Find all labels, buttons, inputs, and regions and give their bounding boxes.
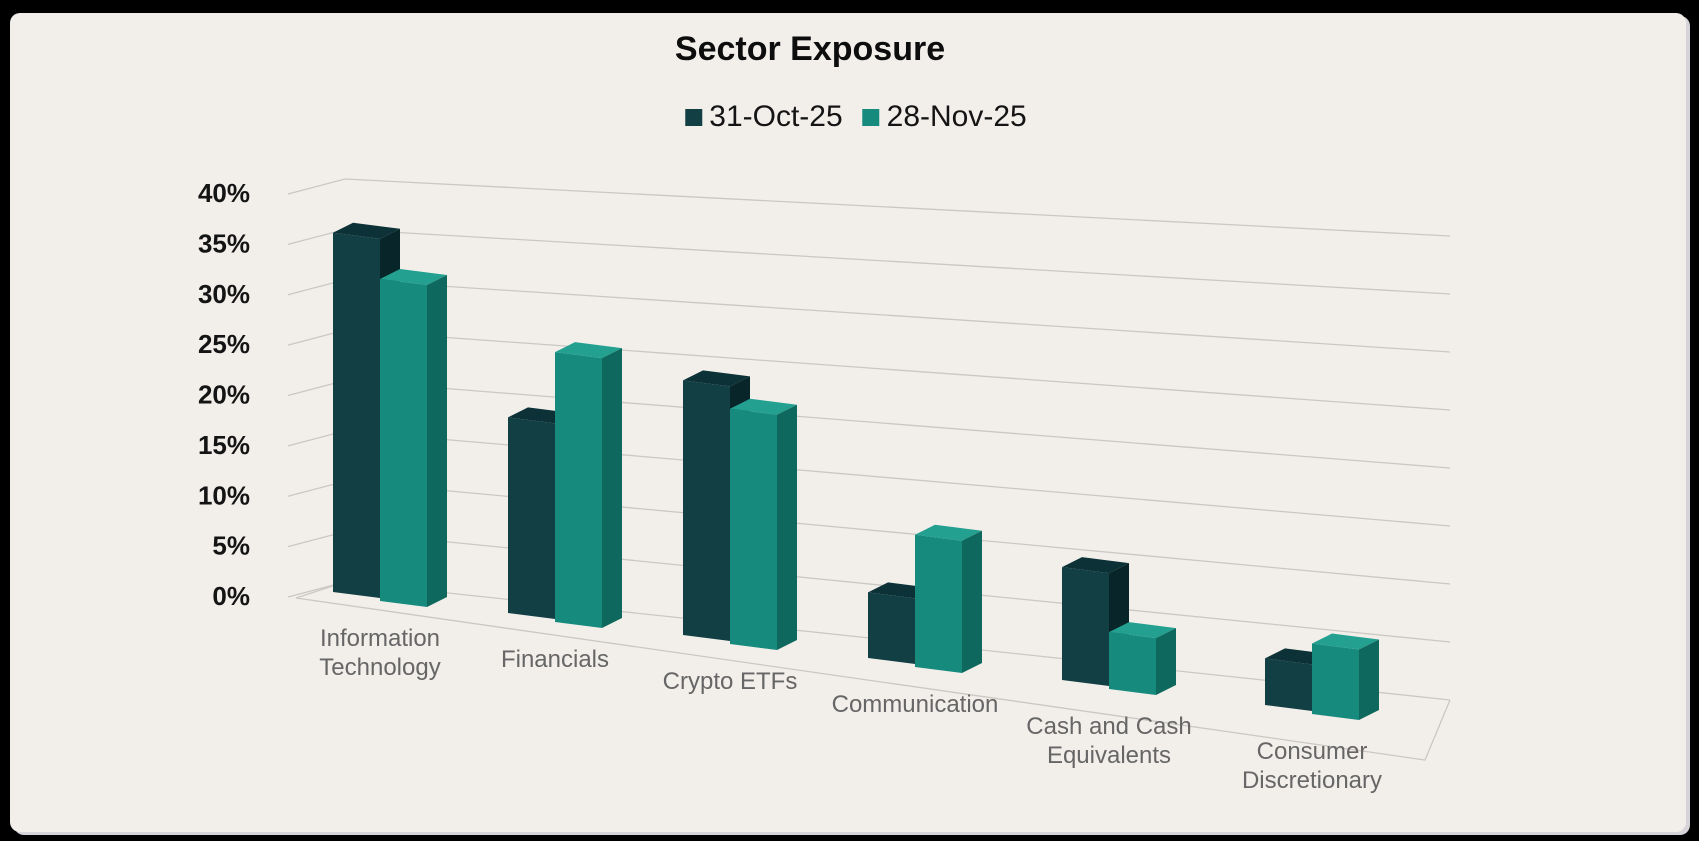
bar-top-face xyxy=(333,222,400,239)
bar-front-face xyxy=(1062,567,1109,686)
bar-top-face xyxy=(730,398,797,415)
gridline xyxy=(287,379,1451,469)
category-label: Financials xyxy=(501,646,609,673)
legend-label: 31-Oct-25 xyxy=(709,100,843,133)
value-axis-tick-label: 0% xyxy=(212,581,250,611)
bar-front-face xyxy=(868,592,915,664)
bar-front-face xyxy=(730,408,777,650)
bar-front-face xyxy=(380,278,427,607)
bar-top-face xyxy=(683,370,750,387)
bar-top-face xyxy=(1062,557,1129,574)
category-label: Cash and Cash xyxy=(1026,713,1191,740)
bar-front-face xyxy=(683,380,730,641)
bar-top-face xyxy=(380,268,447,285)
bar-front-face xyxy=(333,232,380,599)
value-axis-tick-label: 10% xyxy=(198,480,250,510)
bar-28-nov-25-consumer-discretionary xyxy=(1312,633,1379,720)
value-axis-tick-label: 35% xyxy=(198,228,250,258)
gridline xyxy=(287,480,1451,585)
bar-front-face xyxy=(915,534,962,673)
bar-front-face xyxy=(508,417,555,619)
bar-top-face xyxy=(555,342,622,359)
legend-label: 28-Nov-25 xyxy=(886,100,1027,133)
value-axis-labels: 0% 5% 10% 15% 20% 25% 30% 35% 40% xyxy=(198,178,250,611)
gridline xyxy=(287,279,1451,353)
value-axis-tick-label: 30% xyxy=(198,279,250,309)
legend-item: 31-Oct-25 xyxy=(685,100,843,134)
gridline xyxy=(287,430,1451,527)
bar-side-face xyxy=(1359,639,1379,720)
gridline xyxy=(287,178,1451,237)
value-axis-tick-label: 20% xyxy=(198,380,250,410)
category-label: Consumer xyxy=(1257,738,1368,765)
bar-front-face xyxy=(1312,643,1359,720)
bars xyxy=(333,222,1379,720)
bar-28-nov-25-cash-and-cash-equivalents xyxy=(1109,622,1176,695)
value-axis-tick-label: 15% xyxy=(198,430,250,460)
chart-title: Sector Exposure xyxy=(674,30,946,68)
bar-side-face xyxy=(602,348,622,628)
bar-front-face xyxy=(555,352,602,628)
legend-swatch-icon xyxy=(862,108,880,126)
bar-side-face xyxy=(777,404,797,650)
bar-top-face xyxy=(1312,633,1379,650)
bar-28-nov-25-communication xyxy=(915,524,982,673)
bar-28-nov-25-financials xyxy=(555,342,622,628)
bar-side-face xyxy=(1156,628,1176,695)
bar-top-face xyxy=(1109,622,1176,639)
bar-side-face xyxy=(427,274,447,607)
gridline xyxy=(287,329,1451,411)
value-axis-tick-label: 40% xyxy=(198,178,250,208)
category-label: Equivalents xyxy=(1047,742,1171,769)
bar-front-face xyxy=(1109,632,1156,695)
legend-swatch-icon xyxy=(685,108,703,126)
category-label: Crypto ETFs xyxy=(663,668,798,695)
category-label: Information xyxy=(320,625,440,652)
bar-top-face xyxy=(915,524,982,541)
bar-28-nov-25-crypto-etfs xyxy=(730,398,797,650)
bar-front-face xyxy=(1265,658,1312,711)
category-label: Technology xyxy=(319,654,440,681)
value-axis-tick-label: 25% xyxy=(198,329,250,359)
chart-legend: 31-Oct-25 28-Nov-25 xyxy=(685,100,1027,134)
category-label: Discretionary xyxy=(1242,767,1382,794)
bar-28-nov-25-information-technology xyxy=(380,268,447,607)
value-axis-tick-label: 5% xyxy=(212,531,250,561)
bar-side-face xyxy=(962,530,982,673)
floor-outline xyxy=(295,581,1451,761)
gridline xyxy=(287,228,1451,295)
category-label: Communication xyxy=(832,691,999,718)
legend-item: 28-Nov-25 xyxy=(862,100,1027,134)
